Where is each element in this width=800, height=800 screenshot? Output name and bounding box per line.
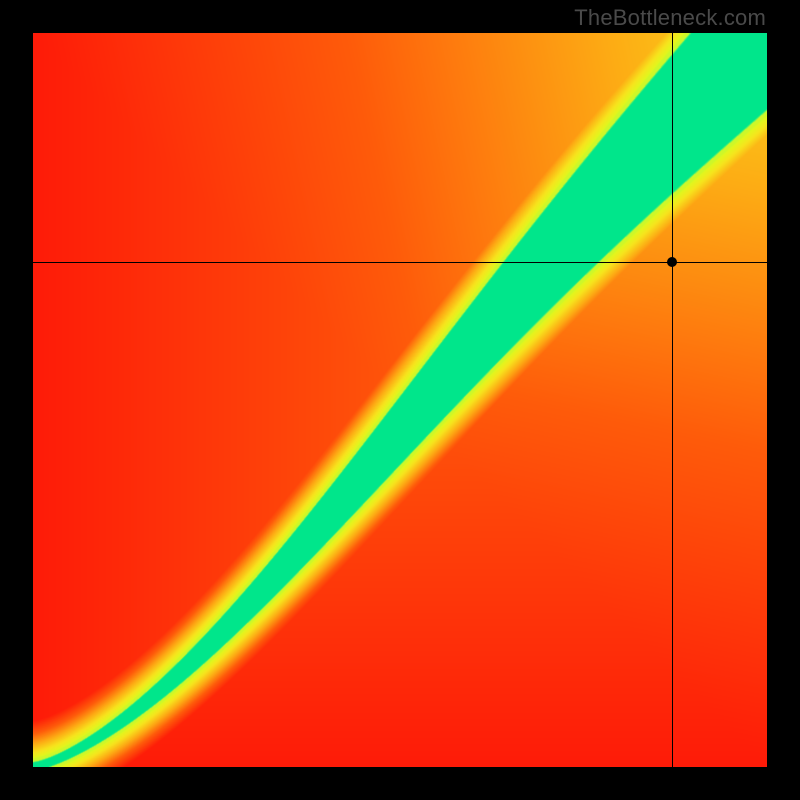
bottleneck-heatmap: [33, 33, 767, 767]
selection-marker: [667, 257, 677, 267]
watermark-text: TheBottleneck.com: [574, 5, 766, 31]
crosshair-vertical: [672, 33, 673, 767]
crosshair-horizontal: [33, 262, 767, 263]
